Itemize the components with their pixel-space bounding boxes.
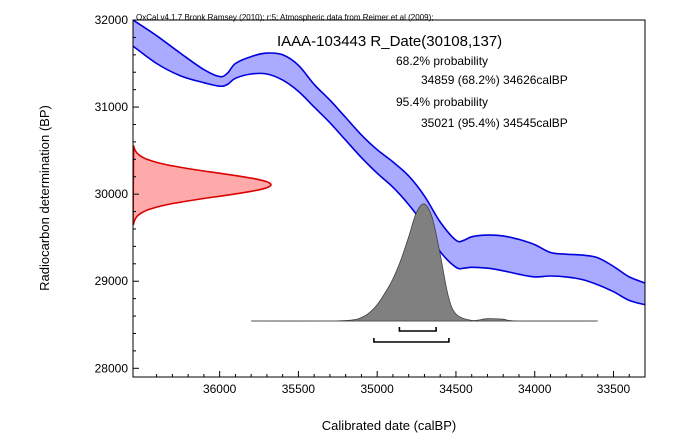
y-tick-label-30000: 30000 — [95, 187, 129, 201]
range-bracket-68-2 — [398, 327, 437, 332]
range-bracket-95-4 — [373, 338, 450, 343]
calibration-curve-lower-line — [133, 45, 645, 306]
calibrated-posterior-distribution — [251, 203, 598, 322]
prob-68-range: 34859 (68.2%) 34626calBP — [421, 73, 568, 87]
range-brackets — [373, 327, 450, 343]
software-credit: OxCal v4.1.7 Bronk Ramsey (2010); r:5; A… — [136, 13, 433, 22]
calibration-curve-upper-line — [133, 20, 645, 284]
prob-68-heading: 68.2% probability — [396, 54, 488, 68]
plot-area-content — [133, 20, 645, 343]
calibration-curve-band — [133, 20, 645, 305]
y-axis-title: Radiocarbon determination (BP) — [37, 105, 52, 291]
y-tick-label-31000: 31000 — [95, 100, 129, 114]
y-tick-label-29000: 29000 — [95, 274, 129, 288]
x-axis-title: Calibrated date (calBP) — [322, 418, 456, 433]
y-axis: 28000 29000 30000 31000 32000 — [95, 13, 139, 375]
x-tick-label-35500: 35500 — [282, 382, 316, 396]
sample-title: IAAA-103443 R_Date(30108,137) — [277, 33, 502, 50]
x-tick-label-33500: 33500 — [597, 382, 631, 396]
x-tick-label-34500: 34500 — [439, 382, 473, 396]
plot-frame — [132, 19, 646, 378]
x-tick-label-35000: 35000 — [360, 382, 394, 396]
prob-95-range: 35021 (95.4%) 34545calBP — [421, 116, 568, 130]
prob-95-heading: 95.4% probability — [396, 95, 488, 109]
y-tick-label-28000: 28000 — [95, 361, 129, 375]
x-axis: 36000 35500 35000 34500 34000 33500 — [156, 371, 646, 396]
radiocarbon-distribution — [133, 145, 272, 225]
y-tick-label-32000: 32000 — [95, 13, 129, 27]
x-tick-label-36000: 36000 — [203, 382, 237, 396]
x-tick-label-34000: 34000 — [518, 382, 552, 396]
